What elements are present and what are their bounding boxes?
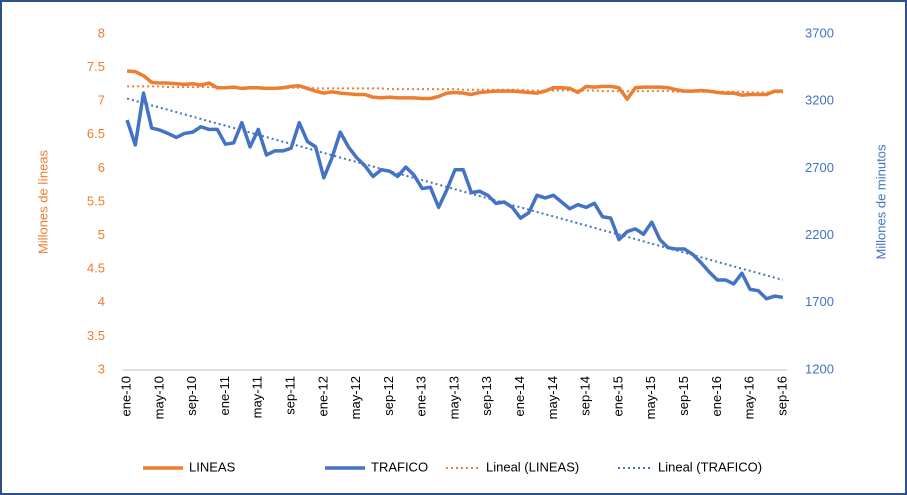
y-tick-label: 8	[98, 25, 105, 40]
y-tick-label: 7	[98, 93, 105, 108]
y2-tick-label: 3700	[805, 25, 834, 40]
y-axis-label: Millones de líneas	[35, 149, 50, 254]
x-tick-label: may-12	[348, 376, 363, 419]
y2-axis-label: Millones de minutos	[873, 144, 888, 259]
x-tick-label: sep-16	[774, 376, 789, 416]
x-tick-label: sep-15	[676, 376, 691, 416]
x-tick-label: may-16	[742, 376, 757, 419]
trend-line	[126, 97, 784, 281]
y2-tick-label: 1700	[805, 294, 834, 309]
x-tick-label: may-14	[545, 376, 560, 419]
x-tick-label: may-10	[151, 376, 166, 419]
x-tick-label: may-15	[643, 376, 658, 419]
x-tick-label: sep-13	[479, 376, 494, 416]
y-tick-label: 3.5	[87, 328, 105, 343]
y-tick-label: 7.5	[87, 59, 105, 74]
trend-line	[127, 85, 783, 94]
x-tick-label: may-13	[446, 376, 461, 419]
y-tick-label: 3	[98, 361, 105, 376]
x-tick-label: ene-15	[610, 376, 625, 416]
y-tick-label: 4.5	[87, 261, 105, 276]
series-line	[125, 91, 784, 301]
x-tick-label: may-11	[250, 376, 265, 418]
series-line	[126, 69, 783, 101]
x-tick-label: ene-11	[217, 376, 232, 416]
y2-tick-label: 2700	[805, 160, 834, 175]
x-tick-label: sep-11	[282, 376, 297, 415]
y2-tick-label: 3200	[805, 93, 834, 108]
y2-tick-label: 1200	[805, 361, 834, 376]
y-tick-label: 5	[98, 227, 105, 242]
x-tick-label: ene-13	[414, 376, 429, 416]
x-tick-label: sep-12	[381, 376, 396, 416]
y-tick-label: 6	[98, 160, 105, 175]
x-tick-label: ene-12	[315, 376, 330, 416]
legend-label: Lineal (LINEAS)	[486, 459, 579, 474]
legend-label: LINEAS	[189, 459, 236, 474]
x-tick-label: sep-14	[578, 376, 593, 416]
legend-label: TRAFICO	[371, 459, 428, 474]
y2-tick-label: 2200	[805, 227, 834, 242]
x-tick-label: ene-16	[709, 376, 724, 416]
y-tick-label: 4	[98, 294, 105, 309]
y-tick-label: 5.5	[87, 193, 105, 208]
x-tick-label: sep-10	[184, 376, 199, 416]
x-tick-label: ene-10	[119, 376, 134, 416]
legend-label: Lineal (TRAFICO)	[658, 459, 762, 474]
y-tick-label: 6.5	[87, 126, 105, 141]
x-tick-label: ene-14	[512, 376, 527, 416]
